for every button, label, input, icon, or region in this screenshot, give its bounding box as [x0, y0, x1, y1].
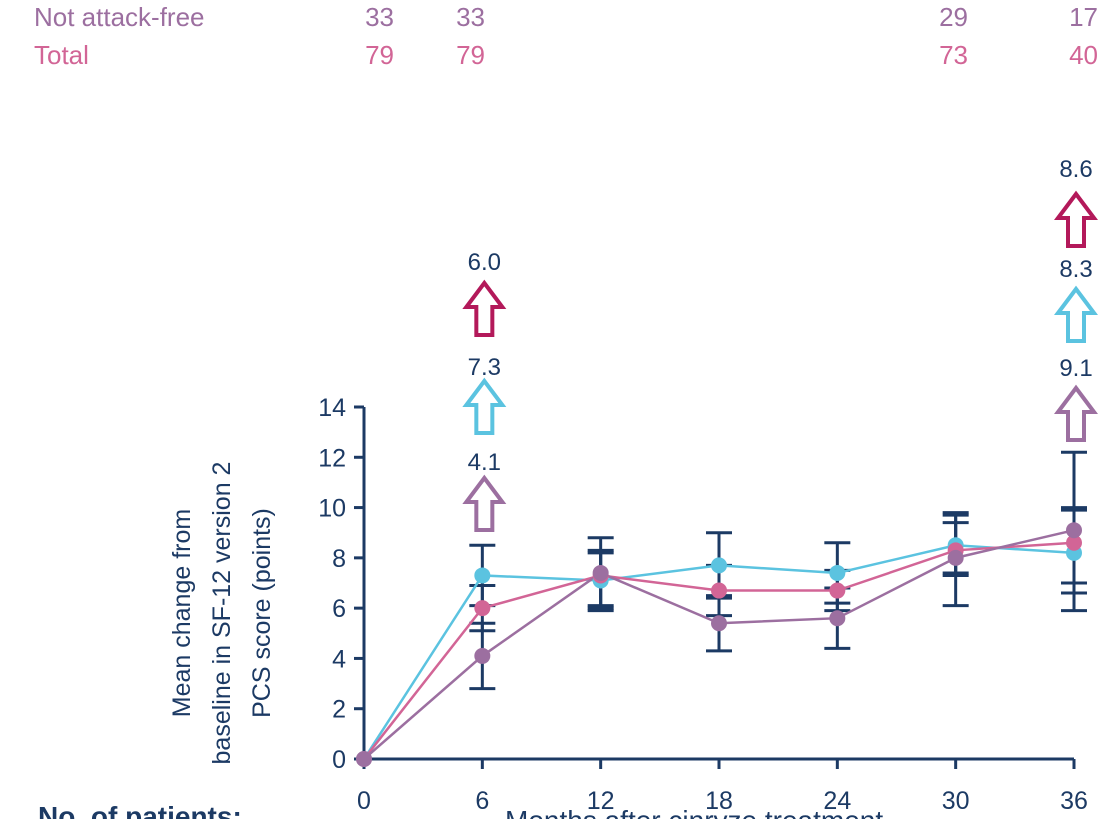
arrow-annotations: 6.0 7.3 4.1 8.6 8.3 9.1: [462, 156, 1098, 532]
table-row-not-attack-free: Not attack-free 33 33 29 17: [0, 2, 1112, 32]
error-bars: [469, 450, 1087, 691]
y-tick-label: 14: [318, 394, 346, 422]
row-label: Not attack-free: [34, 2, 205, 32]
row-value: 79: [456, 40, 485, 70]
table-row-total: Total 79 79 73 40: [0, 40, 1112, 70]
x-tick-label: 36: [1060, 787, 1088, 815]
y-tick-label: 12: [318, 444, 346, 472]
arrow-value-label: 4.1: [468, 449, 501, 476]
up-arrow-icon: [1054, 384, 1098, 442]
data-point: [829, 610, 846, 627]
series-points: [356, 522, 1082, 767]
up-arrow-icon: [462, 474, 507, 532]
data-point: [356, 751, 372, 767]
data-point: [1066, 534, 1082, 551]
patients-heading: No. of patients:: [38, 801, 242, 819]
up-arrow-icon: [1054, 190, 1098, 248]
data-point: [474, 600, 491, 617]
up-arrow-icon: [1054, 285, 1098, 343]
y-tick-label: 10: [318, 495, 346, 523]
data-point: [829, 582, 846, 599]
y-axis-label: Mean change from baseline in SF-12 versio…: [168, 462, 276, 765]
data-point: [711, 557, 727, 574]
row-value: 33: [365, 2, 394, 32]
x-tick-label: 30: [942, 787, 970, 815]
y-tick-label: 8: [332, 545, 346, 573]
arrow-value-label: 8.3: [1059, 256, 1092, 283]
x-tick-label: 12: [587, 787, 615, 815]
row-label: Total: [34, 40, 89, 70]
row-value: 29: [939, 2, 968, 32]
data-point: [711, 615, 727, 632]
y-tick-label: 0: [332, 746, 346, 774]
data-point: [1066, 522, 1082, 539]
x-tick-label: 0: [357, 787, 371, 815]
x-tick-label: 24: [823, 787, 851, 815]
data-point: [829, 564, 846, 581]
y-axis-label-line: PCS score (points): [248, 508, 276, 718]
y-axis-label-line: Mean change from: [168, 509, 196, 717]
row-value: 17: [1069, 2, 1098, 32]
data-point: [592, 564, 609, 581]
y-tick-label: 4: [332, 645, 346, 673]
data-point: [947, 549, 964, 566]
row-value: 33: [456, 2, 485, 32]
data-point: [474, 647, 491, 664]
x-tick-label: 18: [705, 787, 733, 815]
row-value: 73: [939, 40, 968, 70]
up-arrow-icon: [462, 279, 507, 337]
arrow-value-label: 7.3: [468, 354, 501, 381]
row-value: 79: [365, 40, 394, 70]
y-axis-label-line: baseline in SF-12 version 2: [208, 462, 236, 765]
arrow-value-label: 9.1: [1059, 355, 1092, 382]
x-tick-label: 6: [475, 787, 489, 815]
row-value: 40: [1069, 40, 1098, 70]
y-tick-label: 6: [332, 595, 346, 623]
data-point: [711, 582, 727, 599]
arrow-value-label: 8.6: [1059, 156, 1092, 183]
up-arrow-icon: [462, 377, 507, 435]
data-point: [474, 567, 491, 584]
arrow-value-label: 6.0: [468, 249, 501, 276]
y-tick-label: 2: [332, 696, 346, 724]
x-axis-label: Months after cinryze treatment: [505, 805, 883, 819]
